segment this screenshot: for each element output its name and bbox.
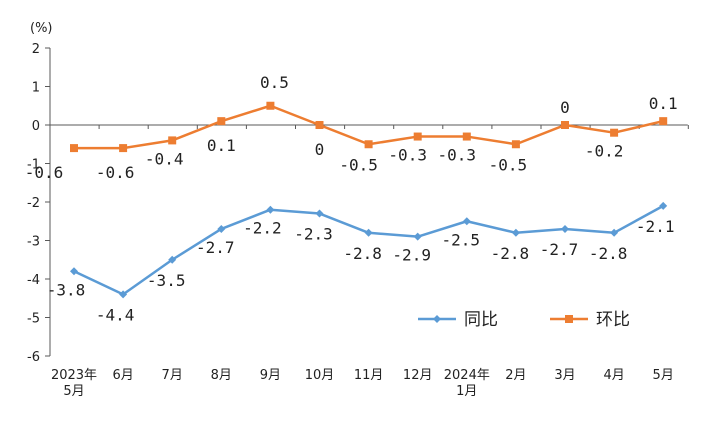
data-label: 0	[315, 140, 325, 159]
x-tick-label: 2023年	[51, 368, 97, 383]
x-tick-label: 12月	[403, 368, 433, 383]
data-label: -0.3	[388, 146, 427, 165]
x-tick-label: 4月	[603, 368, 624, 383]
data-label: -2.3	[294, 225, 333, 244]
legend-swatch-marker	[565, 315, 573, 323]
data-point	[561, 224, 569, 233]
y-tick-label: -1	[27, 158, 40, 173]
data-point	[217, 117, 226, 126]
data-label: -0.6	[96, 163, 135, 182]
data-label: -0.5	[489, 155, 528, 174]
data-label: -2.5	[442, 230, 481, 249]
data-point	[364, 140, 373, 149]
data-point	[119, 290, 128, 299]
x-tick-label: 10月	[305, 368, 335, 383]
data-label: -2.8	[589, 244, 628, 263]
y-tick-label: -6	[27, 350, 40, 365]
data-label: -2.1	[636, 217, 675, 236]
data-point	[266, 205, 275, 214]
data-point	[511, 140, 520, 149]
series-yoy	[70, 201, 668, 299]
data-label: -2.2	[243, 219, 282, 238]
x-tick-label: 11月	[354, 368, 384, 383]
data-point	[168, 255, 177, 264]
data-point	[659, 117, 668, 126]
data-point	[610, 128, 619, 137]
series-layer	[70, 101, 668, 299]
data-label: 0.1	[207, 136, 236, 155]
x-tick-label: 3月	[554, 368, 575, 383]
data-label: 0.1	[649, 94, 678, 113]
y-tick-label: -4	[27, 273, 40, 288]
series-mom	[70, 101, 668, 153]
data-point	[462, 132, 471, 141]
data-label: -0.5	[339, 155, 378, 174]
data-point	[413, 232, 422, 241]
y-tick-label: -5	[27, 312, 40, 327]
x-tick-label: 8月	[211, 368, 232, 383]
data-point	[70, 267, 78, 276]
data-point	[364, 228, 373, 237]
legend: 同比 环比	[418, 310, 630, 330]
data-point	[659, 201, 668, 210]
data-label: 0.5	[260, 73, 289, 92]
data-point	[119, 144, 128, 153]
data-label: -2.7	[196, 238, 235, 257]
data-label: -3.8	[47, 280, 86, 299]
data-label: -4.4	[96, 305, 135, 324]
data-label: -2.8	[343, 244, 382, 263]
data-label: 0	[560, 98, 570, 117]
y-axis-unit-label: (%)	[30, 21, 53, 36]
x-tick-label: 2024年	[444, 368, 490, 383]
y-tick-label: 0	[32, 119, 40, 134]
data-point	[462, 217, 471, 226]
y-tick-label: 1	[32, 81, 40, 96]
x-tick-label: 7月	[162, 368, 183, 383]
legend-item: 同比	[418, 310, 498, 330]
data-point	[561, 121, 569, 129]
x-tick-label: 1月	[456, 384, 477, 399]
legend-item: 环比	[550, 310, 630, 330]
data-point	[266, 101, 275, 110]
data-point	[511, 228, 520, 237]
x-tick-label: 5月	[63, 384, 84, 399]
data-labels: -3.8 -4.4 -3.5 -2.7 -2.2 -2.3 -2.8 -2.9 -2.5 -2.8…	[25, 73, 678, 325]
data-label: -0.3	[438, 146, 477, 165]
data-point	[168, 136, 177, 145]
y-tick-label: 2	[32, 42, 40, 57]
data-point	[413, 132, 422, 141]
data-label: -2.9	[392, 246, 431, 265]
data-label: -0.4	[145, 149, 184, 168]
data-point	[70, 144, 78, 153]
legend-label: 环比	[596, 310, 630, 330]
x-tick-label: 2月	[505, 368, 526, 383]
legend-label: 同比	[464, 310, 498, 330]
data-point	[217, 224, 226, 233]
data-point	[315, 121, 324, 129]
data-point	[610, 228, 619, 237]
data-point	[315, 209, 324, 218]
data-label: -0.2	[585, 142, 624, 161]
y-tick-label: -2	[27, 196, 40, 211]
x-tick-label: 9月	[260, 368, 281, 383]
data-label: -2.7	[540, 240, 579, 259]
legend-swatch-marker	[433, 315, 441, 323]
data-label: -2.8	[491, 244, 530, 263]
x-tick-label: 5月	[653, 368, 674, 383]
data-label: -3.5	[147, 271, 186, 290]
y-tick-label: -3	[27, 235, 40, 250]
x-tick-label: 6月	[112, 368, 133, 383]
data-label: -0.6	[25, 163, 64, 182]
